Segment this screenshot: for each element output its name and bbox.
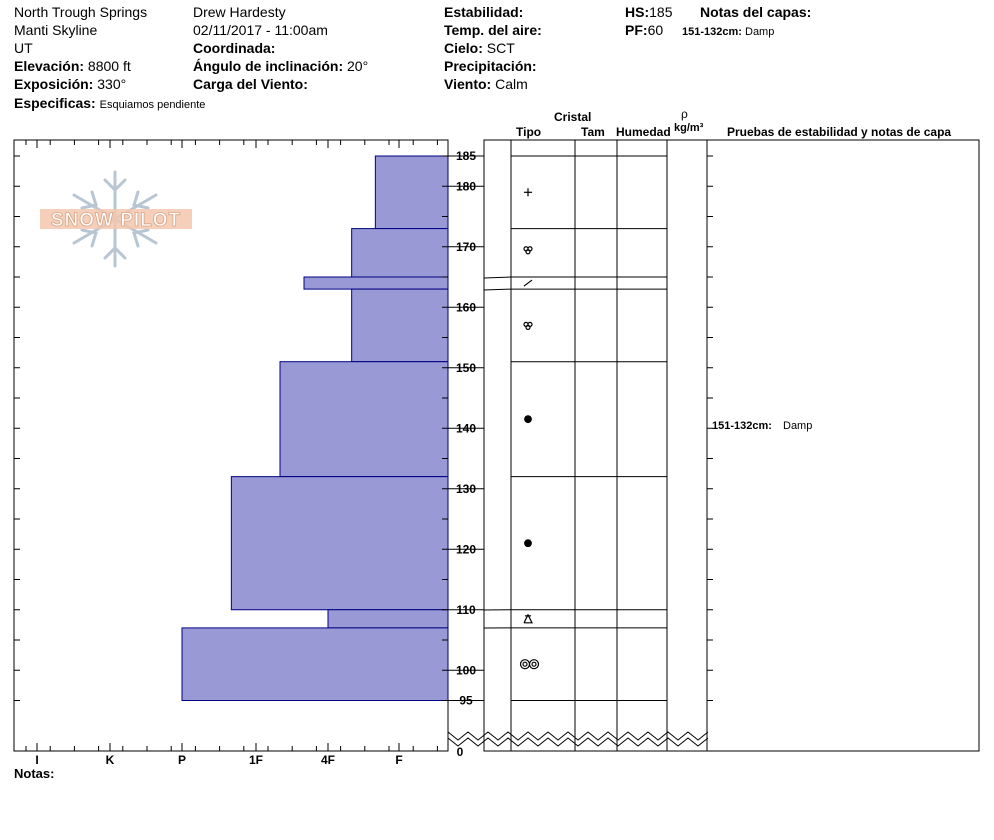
y-tick-label-160: 160 [456,300,476,314]
snow-height: HS:185 [625,4,672,20]
y-break-label: 0 [457,745,464,759]
hardness-bar-4 [279,361,449,478]
stability-label: Estabilidad: [444,4,524,20]
specifics-label: Especificas: [14,95,96,111]
y-tick-label-100: 100 [456,663,476,677]
coordinate-label: Coordinada: [193,40,276,56]
axis-break [447,731,709,747]
layer-note-range: 151-132cm: [682,26,742,38]
test-note-range: 151-132cm: [712,420,772,432]
size-header: Tam [581,125,605,139]
specifics: Especificas: Esquiamos pendiente [14,95,205,113]
x-tick-label-1F: 1F [249,753,263,767]
hardness-bar-7 [181,627,449,702]
precip-label: Precipitación: [444,58,537,74]
layer-note-header: 151-132cm: Damp [682,24,774,40]
y-tick-label-95: 95 [459,694,473,708]
state: UT [14,40,33,56]
x-tick-label-I: I [35,753,38,767]
x-tick-label-4F: 4F [321,753,335,767]
hardness-bar-6 [327,609,449,629]
aspect-label: Exposición: [14,76,94,92]
y-tick-label-185: 185 [456,149,476,163]
hardness-bar-1 [351,228,449,278]
precipitation-particles-icon [524,188,532,197]
rho-header: ρ [681,107,688,121]
notes-label: Notas: [14,766,54,781]
rounded-grains-icon [524,539,532,548]
x-tick-label-P: P [178,753,186,767]
density-unit-header: kg/m³ [674,122,704,134]
sky-label: Cielo: [444,40,483,56]
hardness-bar-3 [351,288,449,363]
moisture-header: Humedad [616,125,671,139]
sky-value: SCT [486,40,515,56]
snowpilot-logo: SNOW PILOT [40,170,192,268]
specifics-value: Esquiamos pendiente [99,99,206,111]
hs-label: HS: [625,4,650,20]
pf-value: 60 [647,22,664,38]
tests-header: Pruebas de estabilidad y notas de capa [727,125,952,139]
y-tick-label-180: 180 [456,179,476,193]
hardness-bar-2 [303,276,449,290]
slope-angle: Ángulo de inclinación: 20° [193,58,368,74]
logo-text: SNOW PILOT [51,210,181,231]
y-tick-label-170: 170 [456,240,476,254]
decomposing-fragments-icon [523,321,533,330]
x-tick-label-F: F [395,753,402,767]
elevation-value: 8800 ft [87,58,131,74]
wind-load-label: Carga del Viento: [193,76,308,92]
decomposing-fragments-slash-icon [523,279,533,287]
penetration-foot: PF:60 [625,22,663,38]
hardness-bar-5 [230,476,449,611]
depth-hoar-icon [523,613,533,624]
hs-value: 185 [649,4,673,20]
pf-label: PF: [625,22,648,38]
slope-angle-label: Ángulo de inclinación: [193,58,344,74]
mountain-range: Manti Skyline [14,22,98,38]
y-tick-label-150: 150 [456,361,476,375]
elevation: Elevación: 8800 ft [14,58,131,74]
layer-note-text: Damp [745,26,775,38]
observer: Drew Hardesty [193,4,286,20]
sky: Cielo: SCT [444,40,515,56]
decomposing-fragments-icon [523,246,533,255]
elevation-label: Elevación: [14,58,85,74]
logo-banner [40,209,192,229]
wind-value: Calm [495,76,528,92]
wind-label: Viento: [444,76,492,92]
x-tick-label-K: K [106,753,115,767]
rounded-grains-icon [524,415,532,424]
wind: Viento: Calm [444,76,528,92]
slope-angle-value: 20° [347,58,369,74]
y-tick-label-120: 120 [456,542,476,556]
crystal-header: Cristal [554,110,592,124]
air-temp-label: Temp. del aire: [444,22,542,38]
y-tick-label-110: 110 [456,603,476,617]
test-note-text: Damp [783,420,812,432]
layer-notes-label: Notas del capas: [700,4,812,20]
type-header: Tipo [516,125,542,139]
aspect-value: 330° [97,76,127,92]
melt-forms-icon [519,659,540,670]
crystal-table-frame [483,139,980,752]
y-tick-label-130: 130 [456,482,476,496]
y-tick-label-140: 140 [456,421,476,435]
location: North Trough Springs [14,4,148,20]
datetime: 02/11/2017 - 11:00am [193,22,328,38]
aspect: Exposición: 330° [14,76,126,92]
hardness-bar-0 [374,155,449,230]
